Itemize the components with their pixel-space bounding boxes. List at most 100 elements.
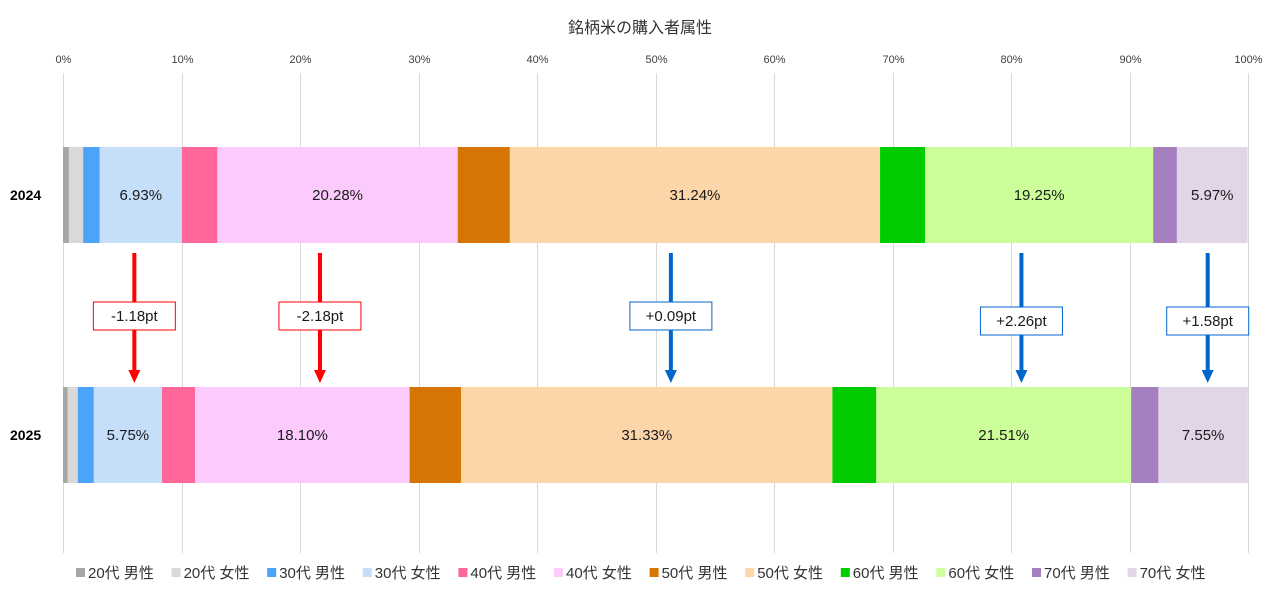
legend-label: 40代 女性 xyxy=(566,564,632,582)
arrow-head-icon xyxy=(128,370,141,383)
category-label: 2024 xyxy=(10,187,41,203)
legend-swatch xyxy=(649,568,659,577)
bar-segment xyxy=(1158,387,1248,483)
change-annotation: -1.18pt xyxy=(92,253,176,383)
change-box xyxy=(629,301,713,331)
legend-item: 30代 男性 xyxy=(267,565,345,582)
x-axis-ticks: 0% 10% 20% 30% 40% 50% 60% 70% 80% 90% 100% xyxy=(56,54,1263,66)
x-tick-label: 30% xyxy=(408,54,430,66)
legend-label: 70代 男性 xyxy=(1044,565,1110,582)
bars xyxy=(63,147,1248,483)
bar-segment xyxy=(63,387,68,483)
data-label: 31.24% xyxy=(670,187,721,204)
legend-item: 30代 女性 xyxy=(362,564,441,582)
legend-swatch xyxy=(362,568,372,577)
legend-label: 20代 男性 xyxy=(88,565,154,582)
change-box xyxy=(979,306,1063,336)
legend-item: 40代 女性 xyxy=(554,564,632,582)
legend-label: 40代 男性 xyxy=(470,565,536,582)
legend-item: 70代 女性 xyxy=(1127,564,1206,582)
change-box xyxy=(1166,306,1250,336)
chart-title: 銘柄米の購入者属性 xyxy=(568,19,712,37)
bar-segment xyxy=(93,387,162,483)
data-label: 21.51% xyxy=(978,427,1029,444)
x-tick-label: 90% xyxy=(1119,54,1141,66)
legend-label: 30代 男性 xyxy=(279,565,345,582)
bar-segment xyxy=(77,387,94,483)
change-annotation: +1.58pt xyxy=(1166,253,1250,383)
x-tick-label: 20% xyxy=(289,54,311,66)
legend-swatch xyxy=(745,568,755,577)
change-box xyxy=(278,301,362,331)
bar-segment xyxy=(1176,147,1248,243)
bar-segment xyxy=(67,387,78,483)
legend-item: 70代 男性 xyxy=(1032,565,1110,582)
legend-item: 20代 男性 xyxy=(76,565,154,582)
data-label: 18.10% xyxy=(277,427,328,444)
arrow-head-icon xyxy=(313,370,326,383)
data-labels: 6.93% 20.28% 31.24% 19.25% 5.97% 5.75% 18.10% 3… xyxy=(107,187,1234,444)
bar-segment xyxy=(461,387,833,483)
legend-swatch xyxy=(171,568,181,577)
legend-swatch xyxy=(554,568,563,577)
legend-swatch xyxy=(840,568,850,577)
data-label: 31.33% xyxy=(621,427,672,444)
x-tick-label: 40% xyxy=(526,54,548,66)
legend-label: 70代 女性 xyxy=(1140,564,1206,582)
arrow-head-icon xyxy=(664,370,677,383)
bar-segment xyxy=(457,147,510,243)
change-annotation: +2.26pt xyxy=(979,253,1063,383)
x-tick-label: 60% xyxy=(763,54,785,66)
legend-swatch xyxy=(458,568,468,577)
data-label: 6.93% xyxy=(120,187,163,204)
legend-item: 50代 男性 xyxy=(649,565,728,582)
bar-segment xyxy=(832,387,877,483)
bar-segment xyxy=(1131,387,1159,483)
bar-segment xyxy=(83,147,100,243)
x-tick-label: 70% xyxy=(882,54,904,66)
legend-swatch xyxy=(1127,568,1137,577)
change-label: +1.58pt xyxy=(1182,313,1233,330)
data-label: 7.55% xyxy=(1182,427,1225,444)
legend-item: 60代 男性 xyxy=(840,565,919,582)
legend-label: 60代 女性 xyxy=(948,564,1014,582)
legend-item: 60代 女性 xyxy=(936,564,1014,582)
change-label: +2.26pt xyxy=(996,313,1047,330)
change-annotations: -1.18pt -2.18pt +0.09pt +2.26pt +1.58pt xyxy=(92,253,1250,383)
data-label: 5.75% xyxy=(107,427,150,444)
legend-item: 40代 男性 xyxy=(458,565,536,582)
change-annotation: +0.09pt xyxy=(629,253,713,383)
x-tick-label: 10% xyxy=(171,54,193,66)
bar-segment xyxy=(880,147,926,243)
legend-swatch xyxy=(76,568,85,577)
legend-swatch xyxy=(1032,568,1041,577)
change-label: +0.09pt xyxy=(646,308,697,325)
bar-segment xyxy=(925,147,1154,243)
x-tick-label: 80% xyxy=(1000,54,1022,66)
bar-segment xyxy=(409,387,462,483)
legend-label: 50代 女性 xyxy=(757,564,823,582)
change-label: -2.18pt xyxy=(297,308,345,325)
x-tick-label: 100% xyxy=(1234,54,1262,66)
change-annotation: -2.18pt xyxy=(278,253,362,383)
bar-segment xyxy=(876,387,1132,483)
legend-item: 20代 女性 xyxy=(171,564,250,582)
x-tick-label: 50% xyxy=(645,54,667,66)
legend-label: 50代 男性 xyxy=(662,565,728,582)
bar-segment xyxy=(99,147,182,243)
change-box xyxy=(92,301,176,331)
legend-label: 60代 男性 xyxy=(853,565,919,582)
bar-segment xyxy=(161,387,196,483)
legend-item: 50代 女性 xyxy=(745,564,823,582)
x-tick-label: 0% xyxy=(56,54,72,66)
legend-swatch xyxy=(267,568,277,577)
bar-segment xyxy=(68,147,84,243)
bar-segment xyxy=(1153,147,1177,243)
bar-segment xyxy=(195,387,410,483)
bar-segment xyxy=(181,147,218,243)
legend-label: 20代 女性 xyxy=(184,564,250,582)
data-label: 19.25% xyxy=(1014,187,1065,204)
legend-label: 30代 女性 xyxy=(375,564,441,582)
legend: 20代 男性 20代 女性 30代 男性 30代 女性 40代 男性 40代 女性 50代 … xyxy=(76,564,1205,582)
